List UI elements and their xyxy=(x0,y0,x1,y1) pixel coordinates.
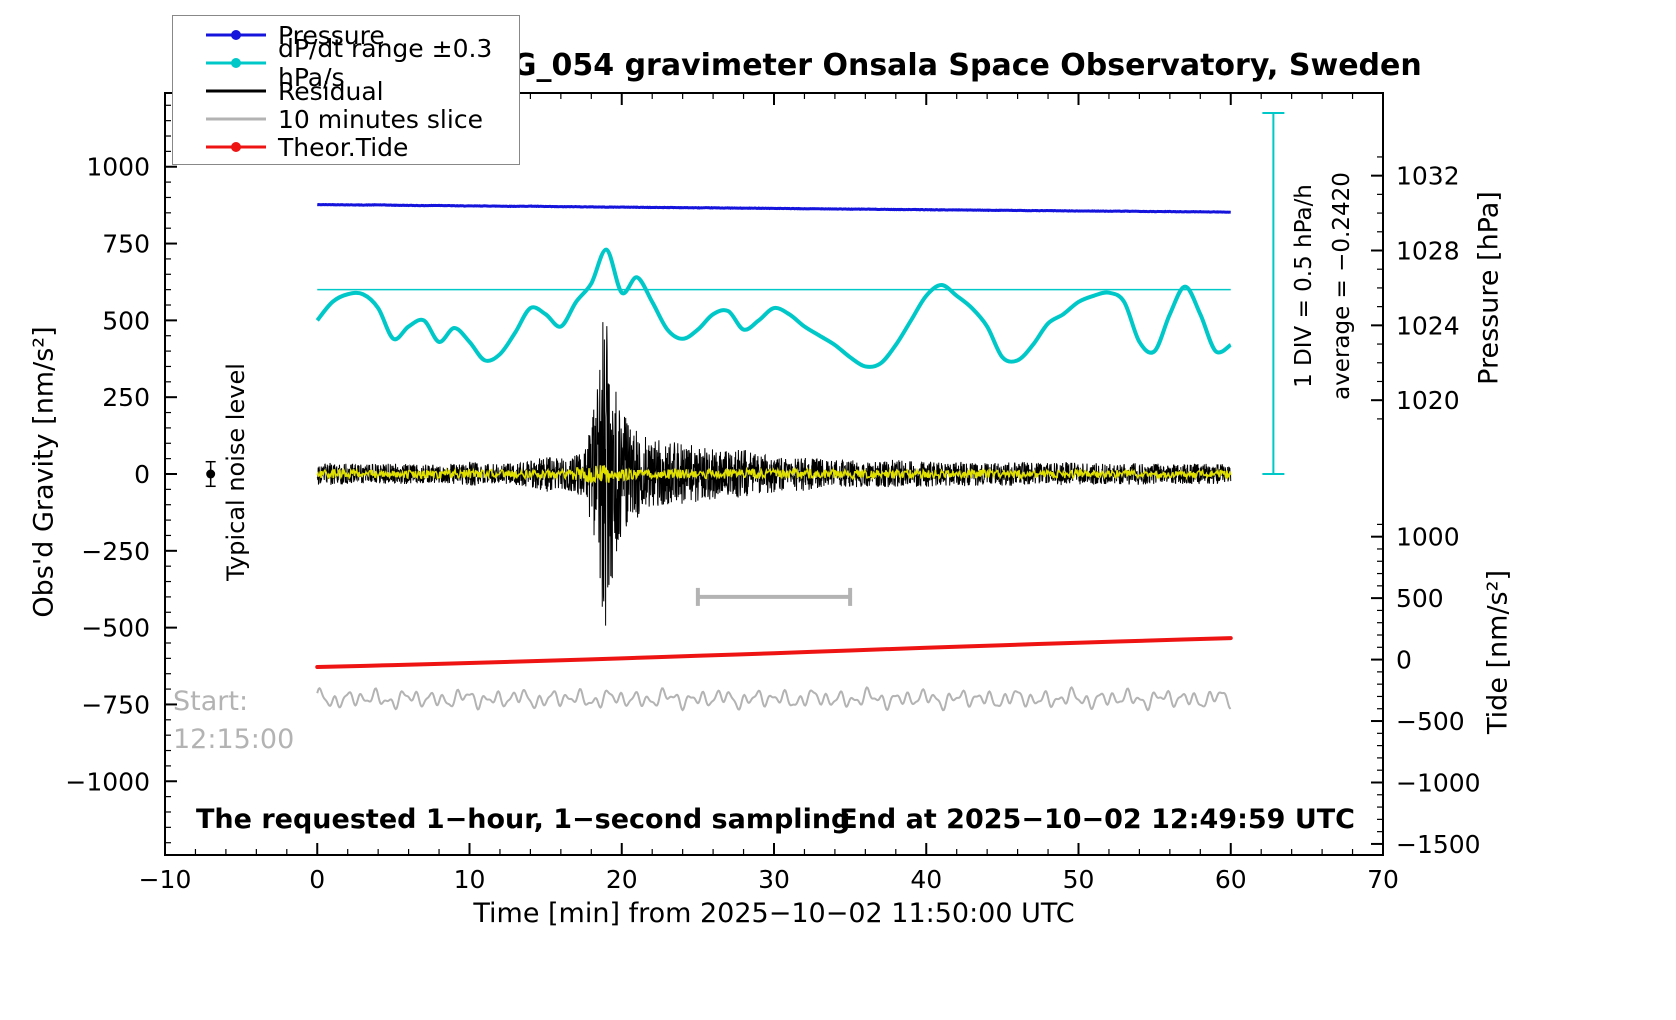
plot-frame xyxy=(164,92,1384,856)
x-tick-label: 70 xyxy=(1367,865,1399,894)
legend-item-pressure: Pressure xyxy=(173,20,519,50)
x-axis-label: Time [min] from 2025−10−02 11:50:00 UTC xyxy=(473,898,1075,929)
legend-label-residual: Residual xyxy=(278,76,384,106)
gravity-tick-label: 250 xyxy=(102,383,150,412)
gravity-tick-label: 500 xyxy=(102,306,150,335)
x-tick-label: −10 xyxy=(139,865,192,894)
residual-series xyxy=(316,322,1232,626)
x-tick-label: 0 xyxy=(309,865,325,894)
tide-tick-label: −500 xyxy=(1396,707,1465,736)
tide-tick-label: 500 xyxy=(1396,584,1444,613)
slice-line-sample-icon xyxy=(206,105,266,133)
tide-tick-label: −1500 xyxy=(1396,830,1481,859)
pressure-tick-label: 1032 xyxy=(1396,162,1460,191)
typical-noise-level-label: Typical noise level xyxy=(222,363,250,581)
pressure-tick-label: 1024 xyxy=(1396,311,1460,340)
div-scale-label: 1 DIV = 0.5 hPa/h xyxy=(1291,184,1317,388)
gravity-tick-label: 1000 xyxy=(86,153,150,182)
dpdt-line-sample-icon xyxy=(206,49,266,77)
x-tick-label: 50 xyxy=(1063,865,1095,894)
pressure-tick-label: 1028 xyxy=(1396,237,1460,266)
noise-level-marker xyxy=(205,460,216,488)
chart-title: SCG_054 gravimeter Onsala Space Observat… xyxy=(468,48,1422,83)
tide-tick-label: 0 xyxy=(1396,646,1412,675)
legend-item-dpdt: dP/dt range ±0.3 hPa/s xyxy=(173,34,519,92)
x-tick-label: 30 xyxy=(758,865,790,894)
residual-smoothed-series xyxy=(316,465,1232,484)
y-axis-label-gravity: Obs'd Gravity [nm/s²] xyxy=(28,326,60,618)
legend: Pressure dP/dt range ±0.3 hPa/s Residual 10… xyxy=(172,15,520,165)
dpdt-series xyxy=(315,247,1232,369)
sampling-note: The requested 1−hour, 1−second sampling xyxy=(196,804,851,835)
x-tick-label: 10 xyxy=(454,865,486,894)
series-group xyxy=(205,111,1285,712)
pressure-line-sample-icon xyxy=(206,21,266,49)
theor-tide-series xyxy=(315,636,1233,669)
div-scale-bar xyxy=(1262,111,1285,475)
x-tick-label: 40 xyxy=(910,865,942,894)
legend-item-residual: Residual xyxy=(173,76,519,106)
pressure-tick-label: 1020 xyxy=(1396,386,1460,415)
end-time-note: End at 2025−10−02 12:49:59 UTC xyxy=(839,804,1355,835)
legend-item-slice: 10 minutes slice xyxy=(173,104,519,134)
y-axis-label-tide: Tide [nm/s²] xyxy=(1482,570,1514,734)
ten-minute-scale-bar xyxy=(695,587,853,606)
legend-label-tide: Theor.Tide xyxy=(278,132,409,162)
gravity-tick-label: −250 xyxy=(81,537,150,566)
gravity-tick-label: −500 xyxy=(81,614,150,643)
legend-label-slice: 10 minutes slice xyxy=(278,104,483,134)
slice-trace-series xyxy=(316,686,1232,712)
tide-tick-label: −1000 xyxy=(1396,768,1481,797)
legend-label-dpdt: dP/dt range ±0.3 hPa/s xyxy=(278,34,493,92)
start-time-value: 12:15:00 xyxy=(173,724,295,755)
x-tick-label: 20 xyxy=(606,865,638,894)
tide-tick-label: 1000 xyxy=(1396,523,1460,552)
gravity-tick-label: 750 xyxy=(102,230,150,259)
x-tick-label: 60 xyxy=(1215,865,1247,894)
legend-item-tide: Theor.Tide xyxy=(173,132,519,162)
start-label: Start: xyxy=(173,686,249,717)
average-value-label: average = −0.2420 xyxy=(1329,172,1355,400)
legend-label-pressure: Pressure xyxy=(278,20,385,50)
pressure-series xyxy=(317,202,1231,214)
y-axis-label-pressure: Pressure [hPa] xyxy=(1473,191,1505,385)
residual-line-sample-icon xyxy=(206,77,266,105)
gravity-tick-label: −750 xyxy=(81,690,150,719)
gravity-tick-label: −1000 xyxy=(65,767,150,796)
tide-line-sample-icon xyxy=(206,133,266,161)
gravity-tick-label: 0 xyxy=(134,460,150,489)
